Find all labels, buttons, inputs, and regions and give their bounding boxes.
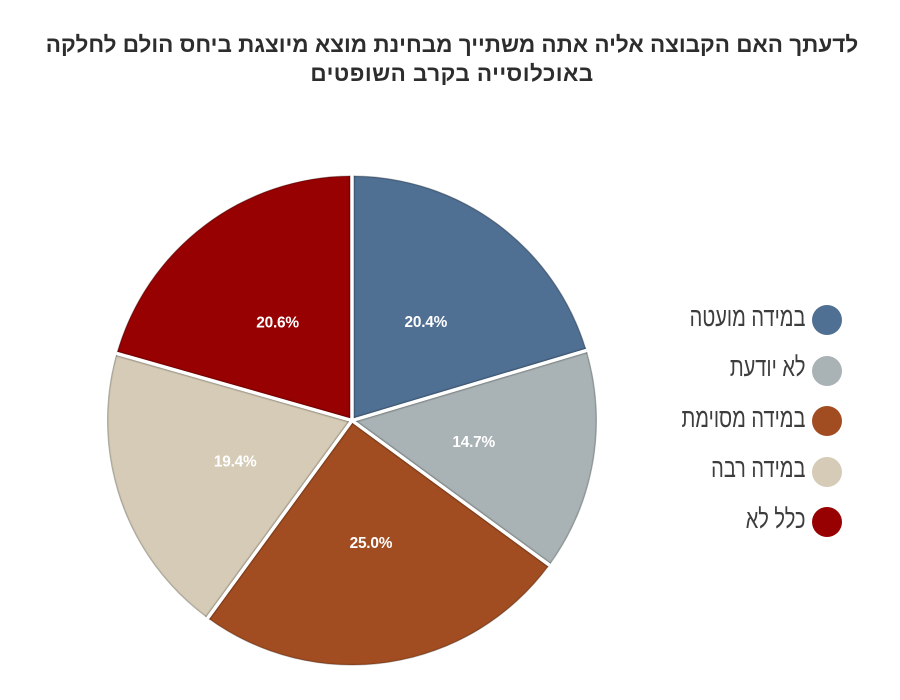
- svg-text:20.6%: 20.6%: [256, 315, 299, 332]
- svg-text:19.4%: 19.4%: [214, 453, 257, 470]
- svg-text:25.0%: 25.0%: [350, 535, 393, 552]
- svg-text:20.4%: 20.4%: [404, 314, 447, 331]
- svg-text:14.7%: 14.7%: [452, 434, 495, 451]
